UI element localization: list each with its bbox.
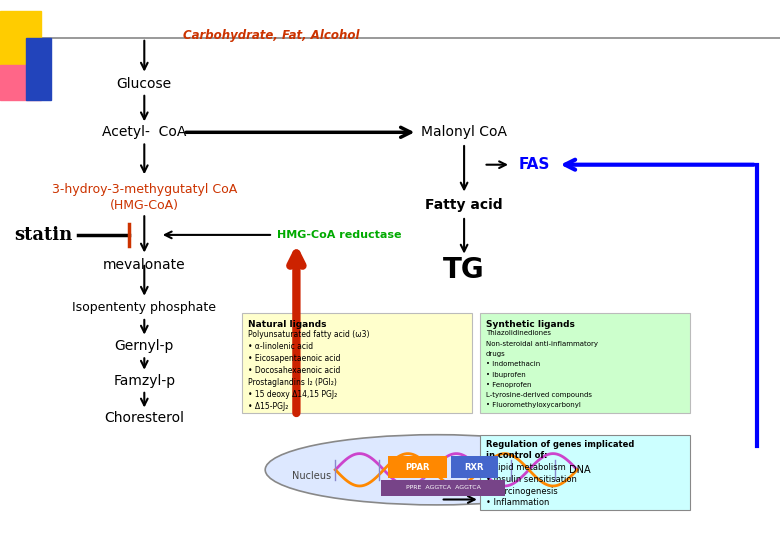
- Text: Nucleus: Nucleus: [292, 471, 332, 481]
- Text: • Lipid metabolism: • Lipid metabolism: [486, 463, 566, 472]
- Text: PPAR: PPAR: [406, 463, 430, 471]
- Text: DNA: DNA: [569, 465, 591, 475]
- Text: (HMG-CoA): (HMG-CoA): [110, 199, 179, 212]
- Bar: [0, 11, 41, 73]
- Text: Regulation of genes implicated: Regulation of genes implicated: [486, 440, 634, 449]
- Text: Non-steroidal anti-inflammatory: Non-steroidal anti-inflammatory: [486, 341, 598, 347]
- Text: • 15 deoxy Δ14,15 PGJ₂: • 15 deoxy Δ14,15 PGJ₂: [248, 390, 337, 399]
- Bar: [388, 456, 447, 478]
- Text: • Δ15-PGJ₂: • Δ15-PGJ₂: [248, 402, 289, 411]
- Text: • Indomethacin: • Indomethacin: [486, 361, 541, 367]
- Text: 3-hydroy-3-methygutatyl CoA: 3-hydroy-3-methygutatyl CoA: [51, 183, 237, 195]
- Text: • α-linolenic acid: • α-linolenic acid: [248, 342, 313, 352]
- Text: FAS: FAS: [519, 157, 550, 172]
- Text: Prostaglandins I₂ (PGI₂): Prostaglandins I₂ (PGI₂): [248, 378, 337, 387]
- Text: drugs: drugs: [486, 351, 505, 357]
- Text: Natural ligands: Natural ligands: [248, 320, 327, 329]
- Ellipse shape: [265, 435, 608, 505]
- Text: • Insulin sensitisation: • Insulin sensitisation: [486, 475, 577, 484]
- Text: L-tyrosine-derived compounds: L-tyrosine-derived compounds: [486, 392, 592, 398]
- Text: in control of:: in control of:: [486, 451, 548, 460]
- Bar: [381, 480, 505, 496]
- Text: RXR: RXR: [465, 463, 484, 471]
- Bar: [0, 65, 41, 100]
- Text: Carbohydrate, Fat, Alcohol: Carbohydrate, Fat, Alcohol: [183, 29, 360, 42]
- Text: Synthetic ligands: Synthetic ligands: [486, 320, 575, 329]
- Text: TG: TG: [443, 256, 485, 284]
- Text: • Fluoromethyloxycarbonyl: • Fluoromethyloxycarbonyl: [486, 402, 581, 408]
- Text: Gernyl-p: Gernyl-p: [115, 339, 174, 353]
- Text: Choresterol: Choresterol: [105, 411, 184, 426]
- Bar: [26, 38, 51, 100]
- Text: PPRE  AGGTCA  AGGTCA: PPRE AGGTCA AGGTCA: [406, 485, 480, 490]
- Text: • Inflammation: • Inflammation: [486, 498, 549, 508]
- Text: Thiazolidinediones: Thiazolidinediones: [486, 330, 551, 336]
- Bar: [480, 313, 690, 413]
- Text: statin: statin: [14, 226, 72, 244]
- Text: • Fenoprofen: • Fenoprofen: [486, 382, 531, 388]
- Text: Fatty acid: Fatty acid: [425, 198, 503, 212]
- Text: Polyunsaturated fatty acid (ω3): Polyunsaturated fatty acid (ω3): [248, 330, 370, 340]
- Text: Famzyl-p: Famzyl-p: [113, 374, 176, 388]
- Text: Acetyl-  CoA: Acetyl- CoA: [102, 125, 186, 139]
- Text: HMG-CoA reductase: HMG-CoA reductase: [277, 230, 402, 240]
- Bar: [451, 456, 498, 478]
- Text: • Eicosapentaenoic acid: • Eicosapentaenoic acid: [248, 354, 341, 363]
- Text: • Docosahexaenoic acid: • Docosahexaenoic acid: [248, 366, 340, 375]
- Bar: [480, 435, 690, 510]
- Text: Isopententy phosphate: Isopententy phosphate: [73, 301, 216, 314]
- Bar: [242, 313, 472, 413]
- Text: • Carcinogenesis: • Carcinogenesis: [486, 487, 558, 496]
- Text: Glucose: Glucose: [117, 77, 172, 91]
- Text: Malonyl CoA: Malonyl CoA: [421, 125, 507, 139]
- Text: mevalonate: mevalonate: [103, 258, 186, 272]
- Text: • Ibuprofen: • Ibuprofen: [486, 372, 526, 377]
